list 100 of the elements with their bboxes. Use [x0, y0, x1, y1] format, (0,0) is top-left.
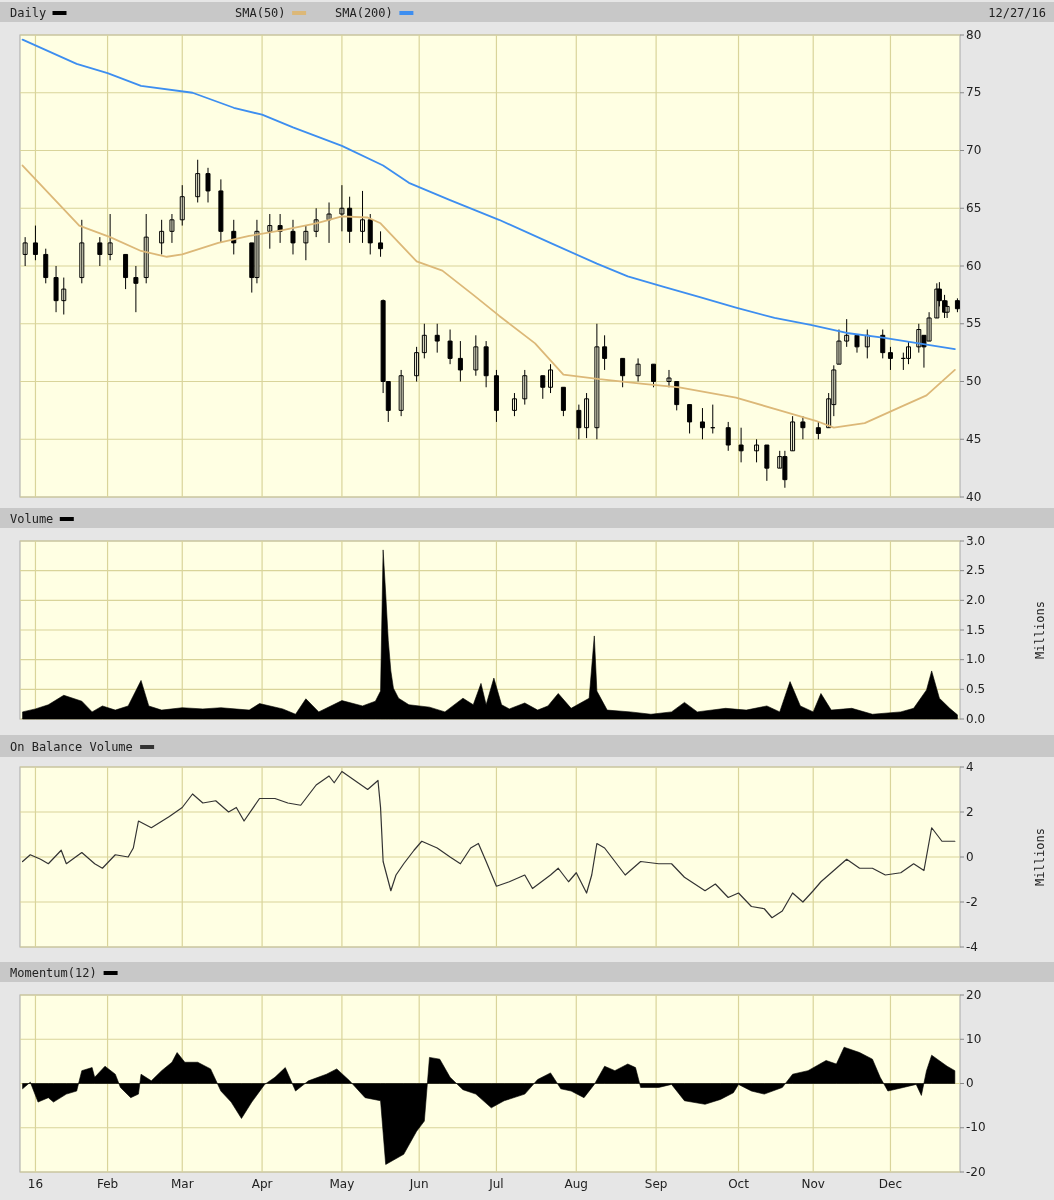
y-axis-title: Millions [1032, 828, 1047, 886]
y-tick-label: -20 [966, 1164, 986, 1179]
x-tick-label: Feb [96, 1177, 119, 1191]
candlestick [205, 167, 211, 203]
candlestick [548, 363, 554, 394]
candlestick [347, 196, 353, 244]
y-tick-label: 75 [966, 85, 982, 100]
candlestick [687, 404, 693, 434]
candlestick [594, 323, 600, 440]
candlestick [195, 159, 201, 203]
legend-label: Momentum(12) [10, 965, 97, 980]
y-tick-label: -2 [966, 894, 978, 909]
x-tick-label: Mar [170, 1177, 194, 1191]
line-series [21, 164, 956, 429]
candlestick [725, 421, 731, 452]
candlestick [179, 184, 185, 227]
candlestick [887, 346, 893, 371]
candlestick [800, 415, 806, 440]
candlestick [32, 225, 38, 261]
y-tick-label: 2 [966, 804, 974, 819]
candlestick [290, 219, 296, 255]
line-series [21, 770, 956, 919]
candlestick [754, 438, 760, 463]
candlestick [836, 329, 842, 365]
candlestick [447, 329, 453, 365]
y-tick-label: 55 [966, 316, 982, 331]
candlestick [159, 219, 165, 255]
candlestick [434, 323, 440, 354]
candlestick [457, 340, 463, 382]
candlestick [378, 230, 384, 258]
y-tick-label: 0 [966, 849, 974, 864]
candlestick [738, 427, 744, 463]
candlestick [133, 265, 139, 313]
candlestick [576, 404, 582, 440]
legend-label: SMA(200) [335, 5, 393, 20]
candlestick [107, 213, 113, 261]
candlestick [97, 236, 103, 267]
y-tick-label: -4 [966, 939, 978, 954]
x-tick-label: 16 [27, 1177, 44, 1191]
y-tick-label: 0 [966, 1076, 974, 1090]
candlestick [651, 363, 657, 388]
candlestick [764, 444, 770, 482]
candlestick [231, 219, 237, 255]
candlestick [326, 201, 332, 244]
y-tick-label: 0.5 [966, 681, 986, 696]
y-tick-label: 10 [966, 1031, 982, 1046]
y-tick-label: 50 [966, 374, 982, 388]
candlestick [666, 369, 672, 388]
y-tick-label: 70 [966, 143, 982, 157]
candlestick [22, 236, 28, 267]
candlestick [493, 369, 499, 423]
candlestick [602, 334, 608, 371]
candlestick [143, 213, 149, 284]
legend-label: SMA(50) [235, 5, 286, 20]
x-tick-label: May [329, 1177, 355, 1191]
candlestick [79, 219, 85, 284]
y-tick-label: 20 [966, 987, 982, 1002]
x-tick-label: Aug [564, 1177, 588, 1191]
y-tick-label: 1.0 [966, 652, 986, 667]
candlestick [522, 369, 528, 406]
y-tick-label: 1.5 [966, 622, 986, 637]
x-tick-label: Jul [488, 1177, 504, 1191]
candlestick [620, 357, 626, 388]
candlestick [540, 375, 546, 400]
line-series [21, 38, 956, 351]
y-tick-label: 80 [966, 27, 982, 42]
x-tick-label: Jun [408, 1177, 429, 1191]
legend-label: Daily [10, 5, 47, 20]
candlestick [169, 213, 175, 244]
candlestick [267, 213, 273, 250]
y-tick-label: 2.0 [966, 592, 986, 607]
candlestick [360, 190, 366, 244]
y-tick-label: 3.0 [966, 533, 986, 548]
x-tick-label: Apr [251, 1177, 273, 1191]
candlestick [339, 184, 345, 232]
candlestick [815, 421, 821, 440]
legend-label: On Balance Volume [10, 739, 133, 754]
candlestick [699, 407, 705, 440]
candlestick [584, 392, 590, 439]
candlestick [511, 392, 517, 417]
candlestick [483, 340, 489, 388]
candlestick [560, 386, 566, 417]
y-tick-label: 45 [966, 431, 982, 446]
y-axis-title: Millions [1032, 601, 1047, 659]
y-tick-label: 4 [966, 759, 974, 774]
candlestick [53, 265, 59, 313]
x-tick-label: Sep [644, 1177, 668, 1191]
candlestick [790, 415, 796, 452]
candlestick [414, 346, 420, 382]
candlestick [864, 329, 870, 359]
text: 12/27/16 [988, 5, 1046, 20]
y-tick-label: 60 [966, 258, 982, 273]
x-tick-label: Dec [878, 1177, 903, 1191]
candlestick [43, 248, 49, 284]
candlestick [635, 357, 641, 382]
candlestick [61, 277, 67, 316]
candlestick [277, 213, 283, 244]
candlestick [218, 178, 224, 244]
candlestick [844, 318, 850, 348]
y-tick-label: -10 [966, 1120, 986, 1135]
